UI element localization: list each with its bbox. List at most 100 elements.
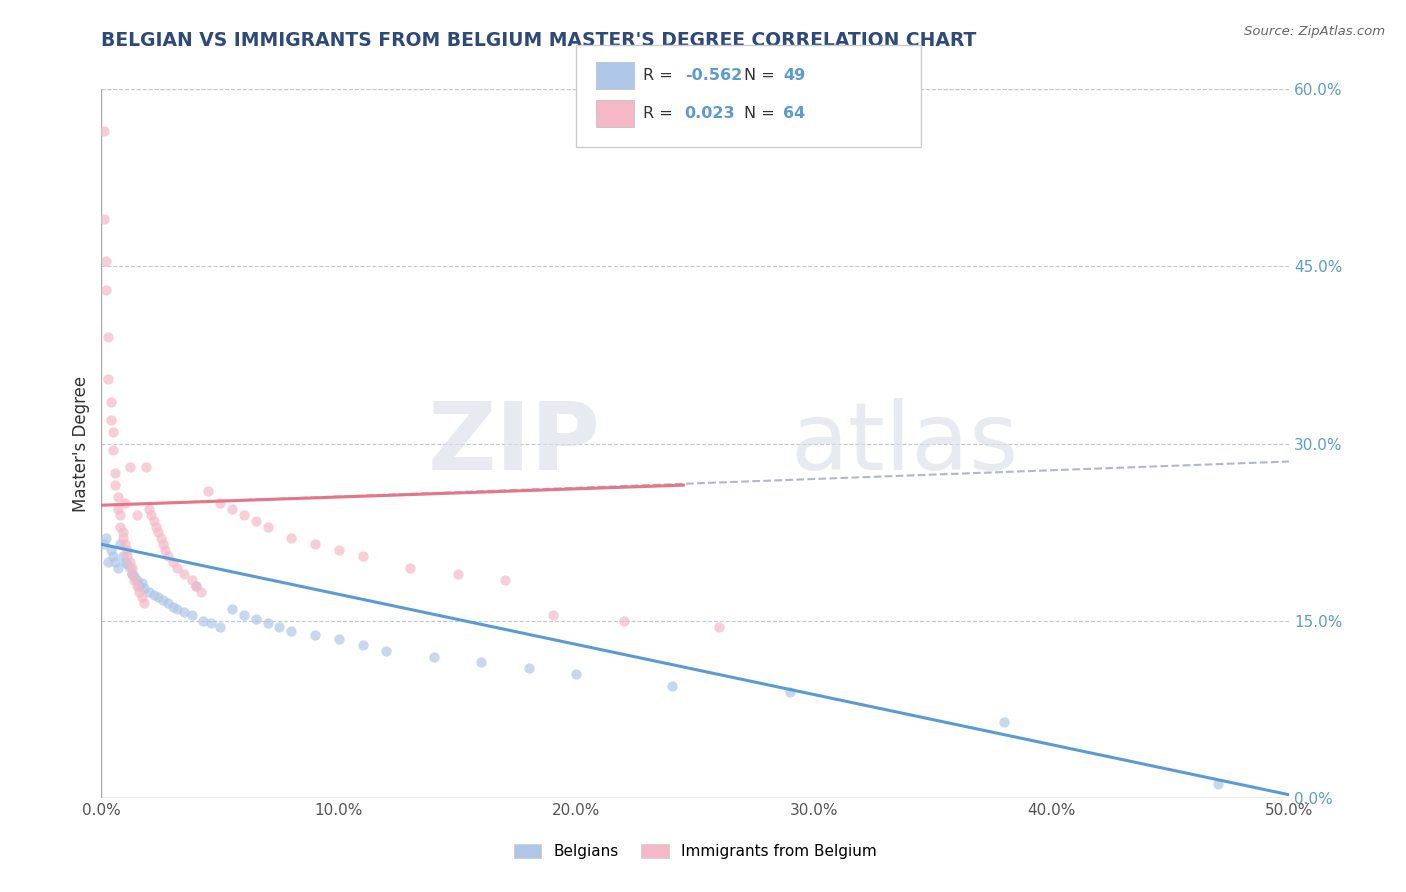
Point (94, 253, 117, 268)
Text: 64: 64 (783, 106, 806, 120)
Point (494, 573, 516, 587)
Point (101, 442, 124, 457)
Point (541, 608, 564, 623)
Point (97, 555, 120, 569)
Point (128, 578, 150, 592)
Text: atlas: atlas (790, 398, 1018, 490)
Point (200, 616, 222, 631)
Point (110, 508, 132, 522)
Point (352, 638, 374, 652)
Point (232, 508, 254, 522)
Point (117, 543, 139, 558)
Point (245, 514, 267, 528)
Text: 49: 49 (783, 69, 806, 83)
Point (423, 649, 446, 664)
Point (269, 620, 291, 634)
Point (613, 614, 636, 628)
Point (104, 555, 127, 569)
Point (94, 531, 117, 545)
Point (114, 555, 136, 569)
Point (162, 555, 184, 569)
Text: N =: N = (744, 69, 780, 83)
Y-axis label: Master's Degree: Master's Degree (72, 376, 90, 512)
Point (155, 543, 177, 558)
Point (97, 372, 120, 386)
Point (101, 425, 124, 439)
Point (118, 460, 141, 475)
Point (148, 591, 170, 605)
Point (166, 602, 188, 616)
Text: -0.562: -0.562 (685, 69, 742, 83)
Text: R =: R = (643, 69, 678, 83)
Point (114, 496, 136, 510)
Point (186, 578, 208, 592)
Point (328, 632, 350, 646)
Point (121, 566, 143, 581)
Text: R =: R = (643, 106, 678, 120)
Point (304, 628, 326, 642)
Point (107, 561, 129, 575)
Point (166, 561, 188, 575)
Text: N =: N = (744, 106, 780, 120)
Point (138, 584, 160, 599)
Point (97, 330, 120, 344)
Point (993, 714, 1015, 729)
Point (148, 525, 170, 540)
Point (352, 549, 374, 563)
Legend: Belgians, Immigrants from Belgium: Belgians, Immigrants from Belgium (508, 838, 883, 865)
Point (100, 543, 122, 558)
Point (197, 483, 219, 498)
Point (131, 576, 153, 591)
Point (173, 605, 195, 619)
Point (132, 581, 155, 595)
Point (125, 578, 148, 592)
Point (280, 531, 302, 545)
Point (111, 549, 134, 563)
Point (209, 620, 232, 634)
Point (121, 566, 143, 581)
Point (117, 558, 139, 572)
Point (152, 537, 174, 551)
Point (111, 531, 134, 545)
Point (152, 592, 174, 607)
Point (93, 537, 115, 551)
Point (221, 501, 243, 516)
Point (221, 602, 243, 616)
Point (779, 685, 801, 699)
Text: 0.023: 0.023 (685, 106, 735, 120)
Point (100, 395, 122, 409)
Point (193, 614, 215, 628)
Text: ZIP: ZIP (427, 398, 600, 490)
Point (117, 549, 139, 563)
Point (190, 584, 212, 599)
Point (110, 537, 132, 551)
Point (447, 566, 470, 581)
Point (100, 413, 122, 427)
Point (149, 531, 172, 545)
Point (232, 608, 254, 623)
Point (245, 612, 267, 626)
Point (162, 599, 184, 614)
Point (173, 566, 195, 581)
Point (256, 616, 278, 631)
Point (470, 656, 492, 670)
Point (125, 508, 148, 522)
Point (707, 620, 730, 634)
Point (328, 543, 350, 558)
Point (118, 555, 141, 569)
Point (124, 569, 146, 583)
Point (93, 123, 115, 137)
Point (139, 508, 162, 522)
Point (138, 501, 160, 516)
Point (111, 525, 134, 540)
Point (565, 667, 588, 681)
Point (209, 496, 232, 510)
Point (156, 549, 179, 563)
Point (186, 578, 208, 592)
Point (121, 561, 143, 575)
Point (128, 584, 150, 599)
Point (107, 501, 129, 516)
Point (125, 573, 148, 587)
Point (180, 573, 202, 587)
Point (517, 661, 540, 675)
